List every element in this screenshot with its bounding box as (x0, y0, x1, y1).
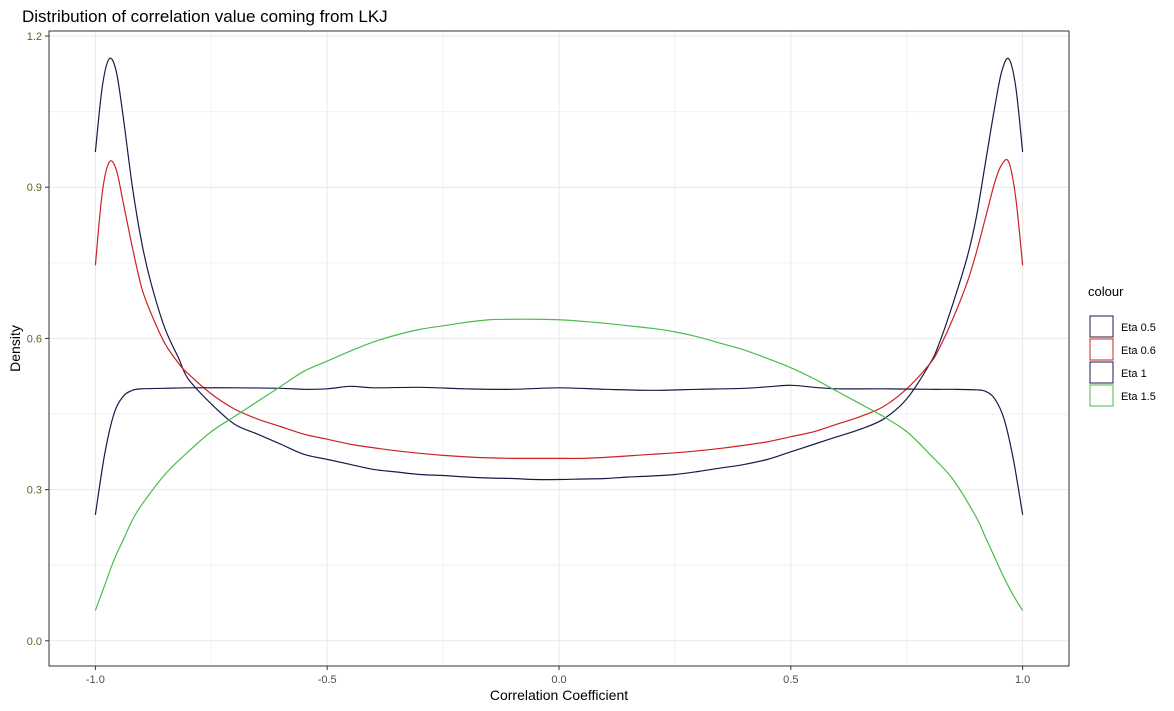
legend-label: Eta 0.6 (1121, 345, 1156, 357)
y-axis: 0.0 0.3 0.6 0.9 1.2 (27, 31, 49, 648)
legend-key (1089, 384, 1114, 407)
x-axis-title: Correlation Coefficient (490, 687, 628, 703)
series-lines (94, 57, 1024, 611)
x-axis: -1.0 -0.5 0.0 0.5 1.0 (86, 666, 1030, 686)
y-tick-label: 0.9 (27, 182, 42, 194)
legend-key (1089, 361, 1114, 384)
x-tick-label: 0.0 (551, 674, 566, 686)
legend-label: Eta 1 (1121, 368, 1147, 380)
y-axis-title: Density (7, 325, 23, 372)
legend-key (1089, 315, 1114, 338)
series-line-eta-1 (94, 384, 1024, 515)
legend-key (1089, 338, 1114, 361)
series-line-eta-1-5 (94, 318, 1024, 611)
legend-title: colour (1088, 284, 1124, 299)
y-tick-label: 1.2 (27, 31, 42, 43)
series-line-eta-0-6 (94, 158, 1024, 460)
series-line-eta-0-5 (94, 57, 1024, 481)
legend: colour Eta 0.5 Eta 0.6 Eta 1 Eta 1.5 (1088, 284, 1156, 407)
y-tick-label: 0.0 (27, 636, 42, 648)
x-tick-label: -1.0 (86, 674, 105, 686)
major-gridlines (49, 31, 1069, 666)
y-tick-label: 0.3 (27, 485, 42, 497)
x-tick-label: 1.0 (1015, 674, 1030, 686)
x-tick-label: -0.5 (318, 674, 337, 686)
x-tick-label: 0.5 (783, 674, 798, 686)
legend-label: Eta 0.5 (1121, 322, 1156, 334)
y-tick-label: 0.6 (27, 333, 42, 345)
chart-title: Distribution of correlation value coming… (22, 7, 388, 26)
legend-label: Eta 1.5 (1121, 391, 1156, 403)
